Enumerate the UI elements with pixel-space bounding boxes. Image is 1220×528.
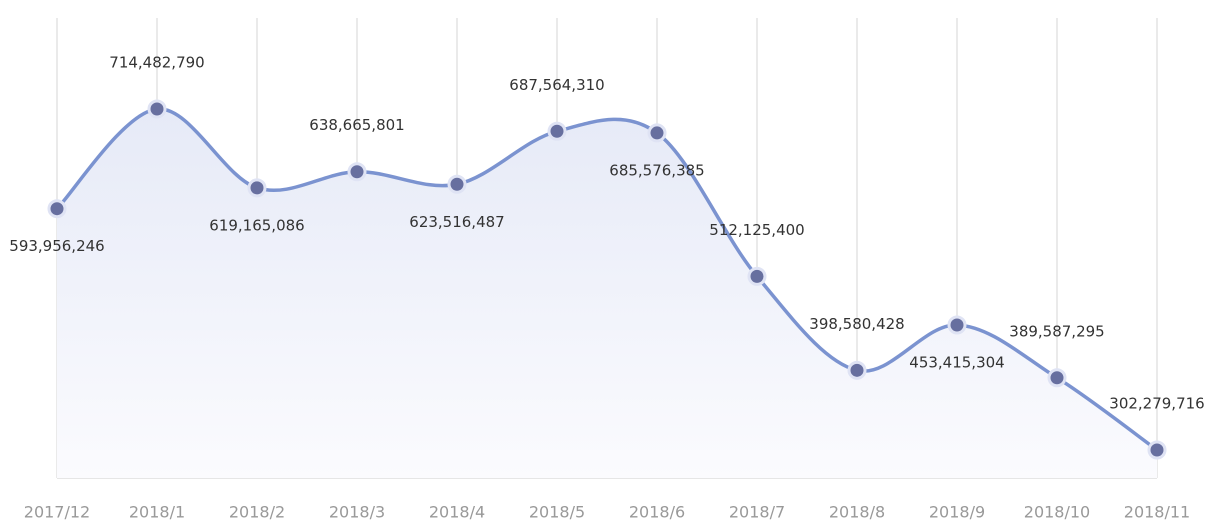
point bbox=[747, 266, 767, 286]
area bbox=[57, 108, 1157, 478]
value-label: 398,580,428 bbox=[809, 315, 904, 333]
x-tick-label: 2018/6 bbox=[629, 503, 685, 522]
x-tick-label: 2018/9 bbox=[929, 503, 985, 522]
value-label: 685,576,385 bbox=[609, 161, 704, 179]
point bbox=[647, 123, 667, 143]
value-label: 453,415,304 bbox=[909, 353, 1004, 371]
value-label: 623,516,487 bbox=[409, 213, 504, 231]
x-tick-label: 2018/3 bbox=[329, 503, 385, 522]
x-tick-label: 2018/5 bbox=[529, 503, 585, 522]
value-label: 619,165,086 bbox=[209, 216, 304, 234]
x-tick-label: 2018/10 bbox=[1024, 503, 1090, 522]
x-tick-label: 2017/12 bbox=[24, 503, 90, 522]
x-tick-label: 2018/1 bbox=[129, 503, 185, 522]
point bbox=[447, 174, 467, 194]
value-label: 687,564,310 bbox=[509, 76, 604, 94]
value-label: 512,125,400 bbox=[709, 221, 804, 239]
point bbox=[47, 199, 67, 219]
x-tick-label: 2018/11 bbox=[1124, 503, 1190, 522]
point bbox=[347, 162, 367, 182]
point bbox=[547, 121, 567, 141]
value-label: 593,956,246 bbox=[9, 237, 104, 255]
value-label: 638,665,801 bbox=[309, 116, 404, 134]
x-tick-label: 2018/4 bbox=[429, 503, 485, 522]
point bbox=[147, 99, 167, 119]
point bbox=[947, 315, 967, 335]
value-label: 302,279,716 bbox=[1109, 395, 1204, 413]
x-tick-label: 2018/8 bbox=[829, 503, 885, 522]
x-tick-label: 2018/2 bbox=[229, 503, 285, 522]
x-tick-label: 2018/7 bbox=[729, 503, 785, 522]
value-label: 714,482,790 bbox=[109, 54, 204, 72]
point bbox=[1147, 440, 1167, 460]
point bbox=[1047, 368, 1067, 388]
point bbox=[247, 178, 267, 198]
point bbox=[847, 360, 867, 380]
value-label: 389,587,295 bbox=[1009, 322, 1104, 340]
